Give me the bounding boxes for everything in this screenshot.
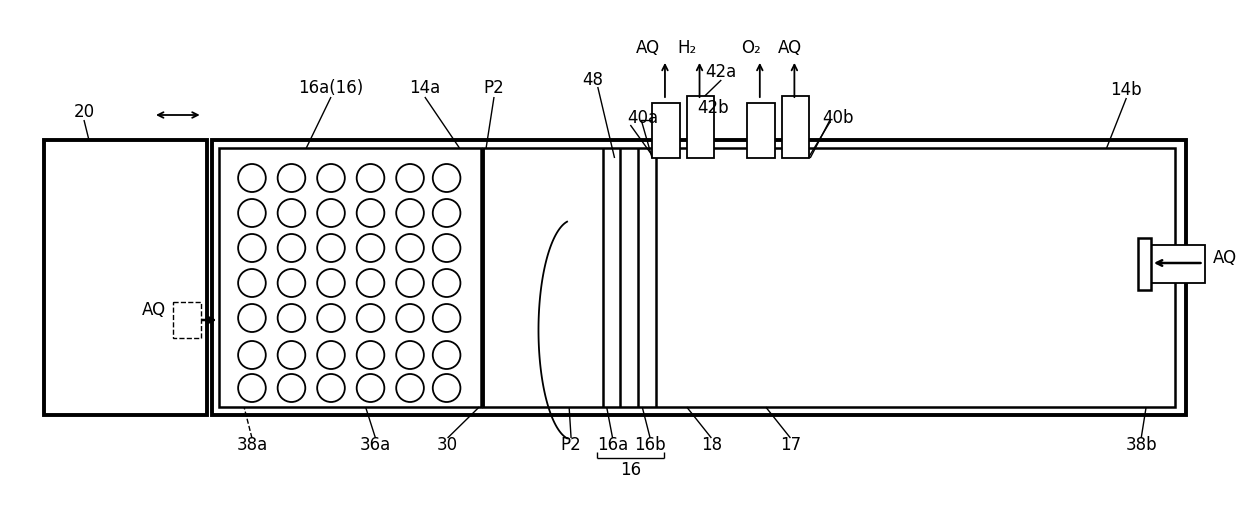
Circle shape — [317, 374, 345, 402]
Circle shape — [238, 164, 265, 192]
Circle shape — [397, 234, 424, 262]
Circle shape — [433, 199, 460, 227]
Circle shape — [397, 304, 424, 332]
Circle shape — [397, 341, 424, 369]
Text: 38a: 38a — [237, 436, 268, 454]
Text: P2: P2 — [484, 79, 505, 97]
Circle shape — [238, 234, 265, 262]
Circle shape — [317, 304, 345, 332]
Circle shape — [397, 374, 424, 402]
Circle shape — [397, 269, 424, 297]
Text: 48: 48 — [583, 71, 604, 89]
Circle shape — [278, 374, 305, 402]
Circle shape — [278, 164, 305, 192]
Circle shape — [357, 164, 384, 192]
Circle shape — [278, 269, 305, 297]
Text: 18: 18 — [701, 436, 722, 454]
Circle shape — [433, 341, 460, 369]
Circle shape — [238, 304, 265, 332]
Circle shape — [357, 269, 384, 297]
Circle shape — [317, 164, 345, 192]
Bar — [781, 96, 810, 158]
Circle shape — [357, 234, 384, 262]
Bar — [746, 103, 775, 158]
Circle shape — [433, 269, 460, 297]
Circle shape — [433, 164, 460, 192]
Text: O₂: O₂ — [742, 39, 761, 57]
Bar — [652, 103, 680, 158]
Circle shape — [433, 374, 460, 402]
Circle shape — [397, 199, 424, 227]
Text: 36a: 36a — [360, 436, 391, 454]
Text: 20: 20 — [73, 103, 94, 121]
Circle shape — [357, 374, 384, 402]
Text: 17: 17 — [780, 436, 801, 454]
Bar — [484, 148, 1174, 407]
Text: H₂: H₂ — [677, 39, 697, 57]
Text: 14a: 14a — [409, 79, 440, 97]
Text: 16: 16 — [620, 461, 641, 479]
Circle shape — [238, 341, 265, 369]
Bar — [45, 140, 207, 415]
Text: AQ: AQ — [779, 39, 802, 57]
Circle shape — [317, 341, 345, 369]
Bar — [687, 96, 714, 158]
Text: 42b: 42b — [698, 99, 729, 117]
Bar — [219, 148, 481, 407]
Circle shape — [278, 234, 305, 262]
Text: P2: P2 — [560, 436, 582, 454]
Text: 30: 30 — [436, 436, 458, 454]
Circle shape — [278, 199, 305, 227]
Text: 16b: 16b — [635, 436, 666, 454]
Circle shape — [357, 199, 384, 227]
Circle shape — [238, 374, 265, 402]
Circle shape — [278, 304, 305, 332]
Bar — [1151, 245, 1205, 283]
Circle shape — [433, 304, 460, 332]
Circle shape — [357, 341, 384, 369]
Bar — [172, 302, 201, 338]
Text: AQ: AQ — [141, 301, 166, 319]
Circle shape — [357, 304, 384, 332]
Bar — [1138, 238, 1151, 290]
Circle shape — [317, 269, 345, 297]
Text: 14b: 14b — [1111, 81, 1142, 99]
Text: 38b: 38b — [1126, 436, 1157, 454]
Text: 40b: 40b — [822, 109, 853, 127]
Circle shape — [317, 234, 345, 262]
Text: 16a(16): 16a(16) — [299, 79, 363, 97]
Circle shape — [238, 199, 265, 227]
Circle shape — [397, 164, 424, 192]
Text: AQ: AQ — [1213, 249, 1238, 267]
Circle shape — [278, 341, 305, 369]
Circle shape — [238, 269, 265, 297]
Text: 42a: 42a — [706, 63, 737, 81]
Circle shape — [317, 199, 345, 227]
Bar — [212, 140, 1185, 415]
Circle shape — [433, 234, 460, 262]
Text: AQ: AQ — [636, 39, 660, 57]
Text: 40a: 40a — [627, 109, 658, 127]
Text: 16a: 16a — [596, 436, 629, 454]
